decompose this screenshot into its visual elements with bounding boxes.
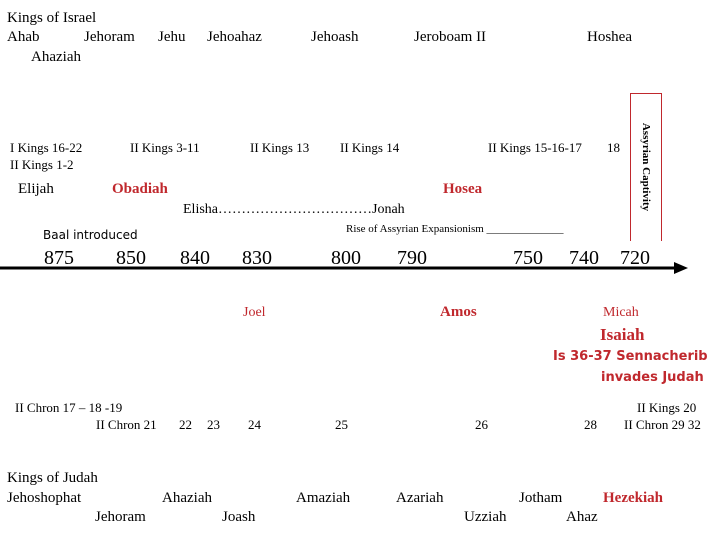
israel-king-hoshea: Hoshea: [587, 29, 632, 45]
judah-ref-6: 25: [335, 417, 348, 432]
sennacherib-line-2: invades Judah: [601, 370, 704, 385]
israel-header: Kings of Israel: [7, 10, 97, 26]
captivity-bracket: [630, 93, 662, 241]
year-790: 790: [397, 247, 427, 269]
prophet-amos: Amos: [440, 304, 477, 320]
prophet-joel: Joel: [243, 305, 266, 320]
year-850: 850: [116, 247, 146, 269]
israel-ref-5: II Kings 14: [340, 140, 400, 155]
judah-king-joash: Joash: [222, 509, 256, 525]
year-720: 720: [620, 247, 650, 269]
judah-ref-10: II Chron 29 32: [624, 417, 701, 432]
judah-king-jotham: Jotham: [519, 490, 563, 506]
israel-ref-3: II Kings 3-11: [130, 140, 200, 155]
israel-king-ahaziah: Ahaziah: [31, 49, 81, 65]
prophet-micah: Micah: [603, 305, 639, 320]
year-830: 830: [242, 247, 272, 269]
judah-king-amaziah: Amaziah: [296, 490, 351, 506]
judah-king-azariah: Azariah: [396, 490, 444, 506]
judah-header: Kings of Judah: [7, 470, 98, 486]
year-875: 875: [44, 247, 74, 269]
prophet-elisha-jonah: Elisha……………………………Jonah: [183, 202, 405, 217]
judah-ref-5: 24: [248, 417, 261, 432]
timeline-arrow: [674, 262, 688, 274]
israel-ref-6: II Kings 15-16-17: [488, 140, 582, 155]
judah-ref-4: 23: [207, 417, 220, 432]
israel-ref-4: II Kings 13: [250, 140, 310, 155]
israel-king-jehoahaz: Jehoahaz: [207, 29, 262, 45]
sennacherib-line-1: Is 36-37 Sennacherib: [553, 349, 708, 364]
israel-ref-1: I Kings 16-22: [10, 140, 83, 155]
judah-ref-7: 26: [475, 417, 488, 432]
assyrian-expansion-label: Rise of Assyrian Expansionism __________…: [346, 223, 564, 235]
israel-king-ahab: Ahab: [7, 29, 40, 45]
judah-ref-1: II Chron 17 – 18 -19: [15, 400, 123, 415]
israel-ref-7: 18: [607, 140, 620, 155]
judah-king-ahaz: Ahaz: [566, 509, 598, 525]
judah-king-hezekiah: Hezekiah: [603, 490, 663, 506]
year-750: 750: [513, 247, 543, 269]
judah-ref-8: 28: [584, 417, 597, 432]
prophet-hosea: Hosea: [443, 181, 483, 197]
israel-ref-2: II Kings 1-2: [10, 157, 74, 172]
judah-ref-3: 22: [179, 417, 192, 432]
baal-introduced-label: Baal introduced: [43, 228, 138, 242]
judah-ref-2: II Chron 21: [96, 417, 157, 432]
israel-king-jehoash: Jehoash: [311, 29, 359, 45]
judah-king-jehoshophat: Jehoshophat: [7, 490, 82, 506]
prophet-isaiah: Isaiah: [600, 325, 645, 344]
prophet-obadiah: Obadiah: [112, 181, 168, 197]
israel-king-jehoram: Jehoram: [84, 29, 135, 45]
judah-ref-9: II Kings 20: [637, 400, 697, 415]
israel-king-jehu: Jehu: [158, 29, 186, 45]
judah-king-jehoram: Jehoram: [95, 509, 146, 525]
judah-king-ahaziah: Ahaziah: [162, 490, 212, 506]
prophet-elijah: Elijah: [18, 181, 54, 197]
israel-king-jeroboam: Jeroboam II: [414, 29, 487, 45]
year-800: 800: [331, 247, 361, 269]
judah-king-uzziah: Uzziah: [464, 509, 507, 525]
year-740: 740: [569, 247, 599, 269]
year-840: 840: [180, 247, 210, 269]
